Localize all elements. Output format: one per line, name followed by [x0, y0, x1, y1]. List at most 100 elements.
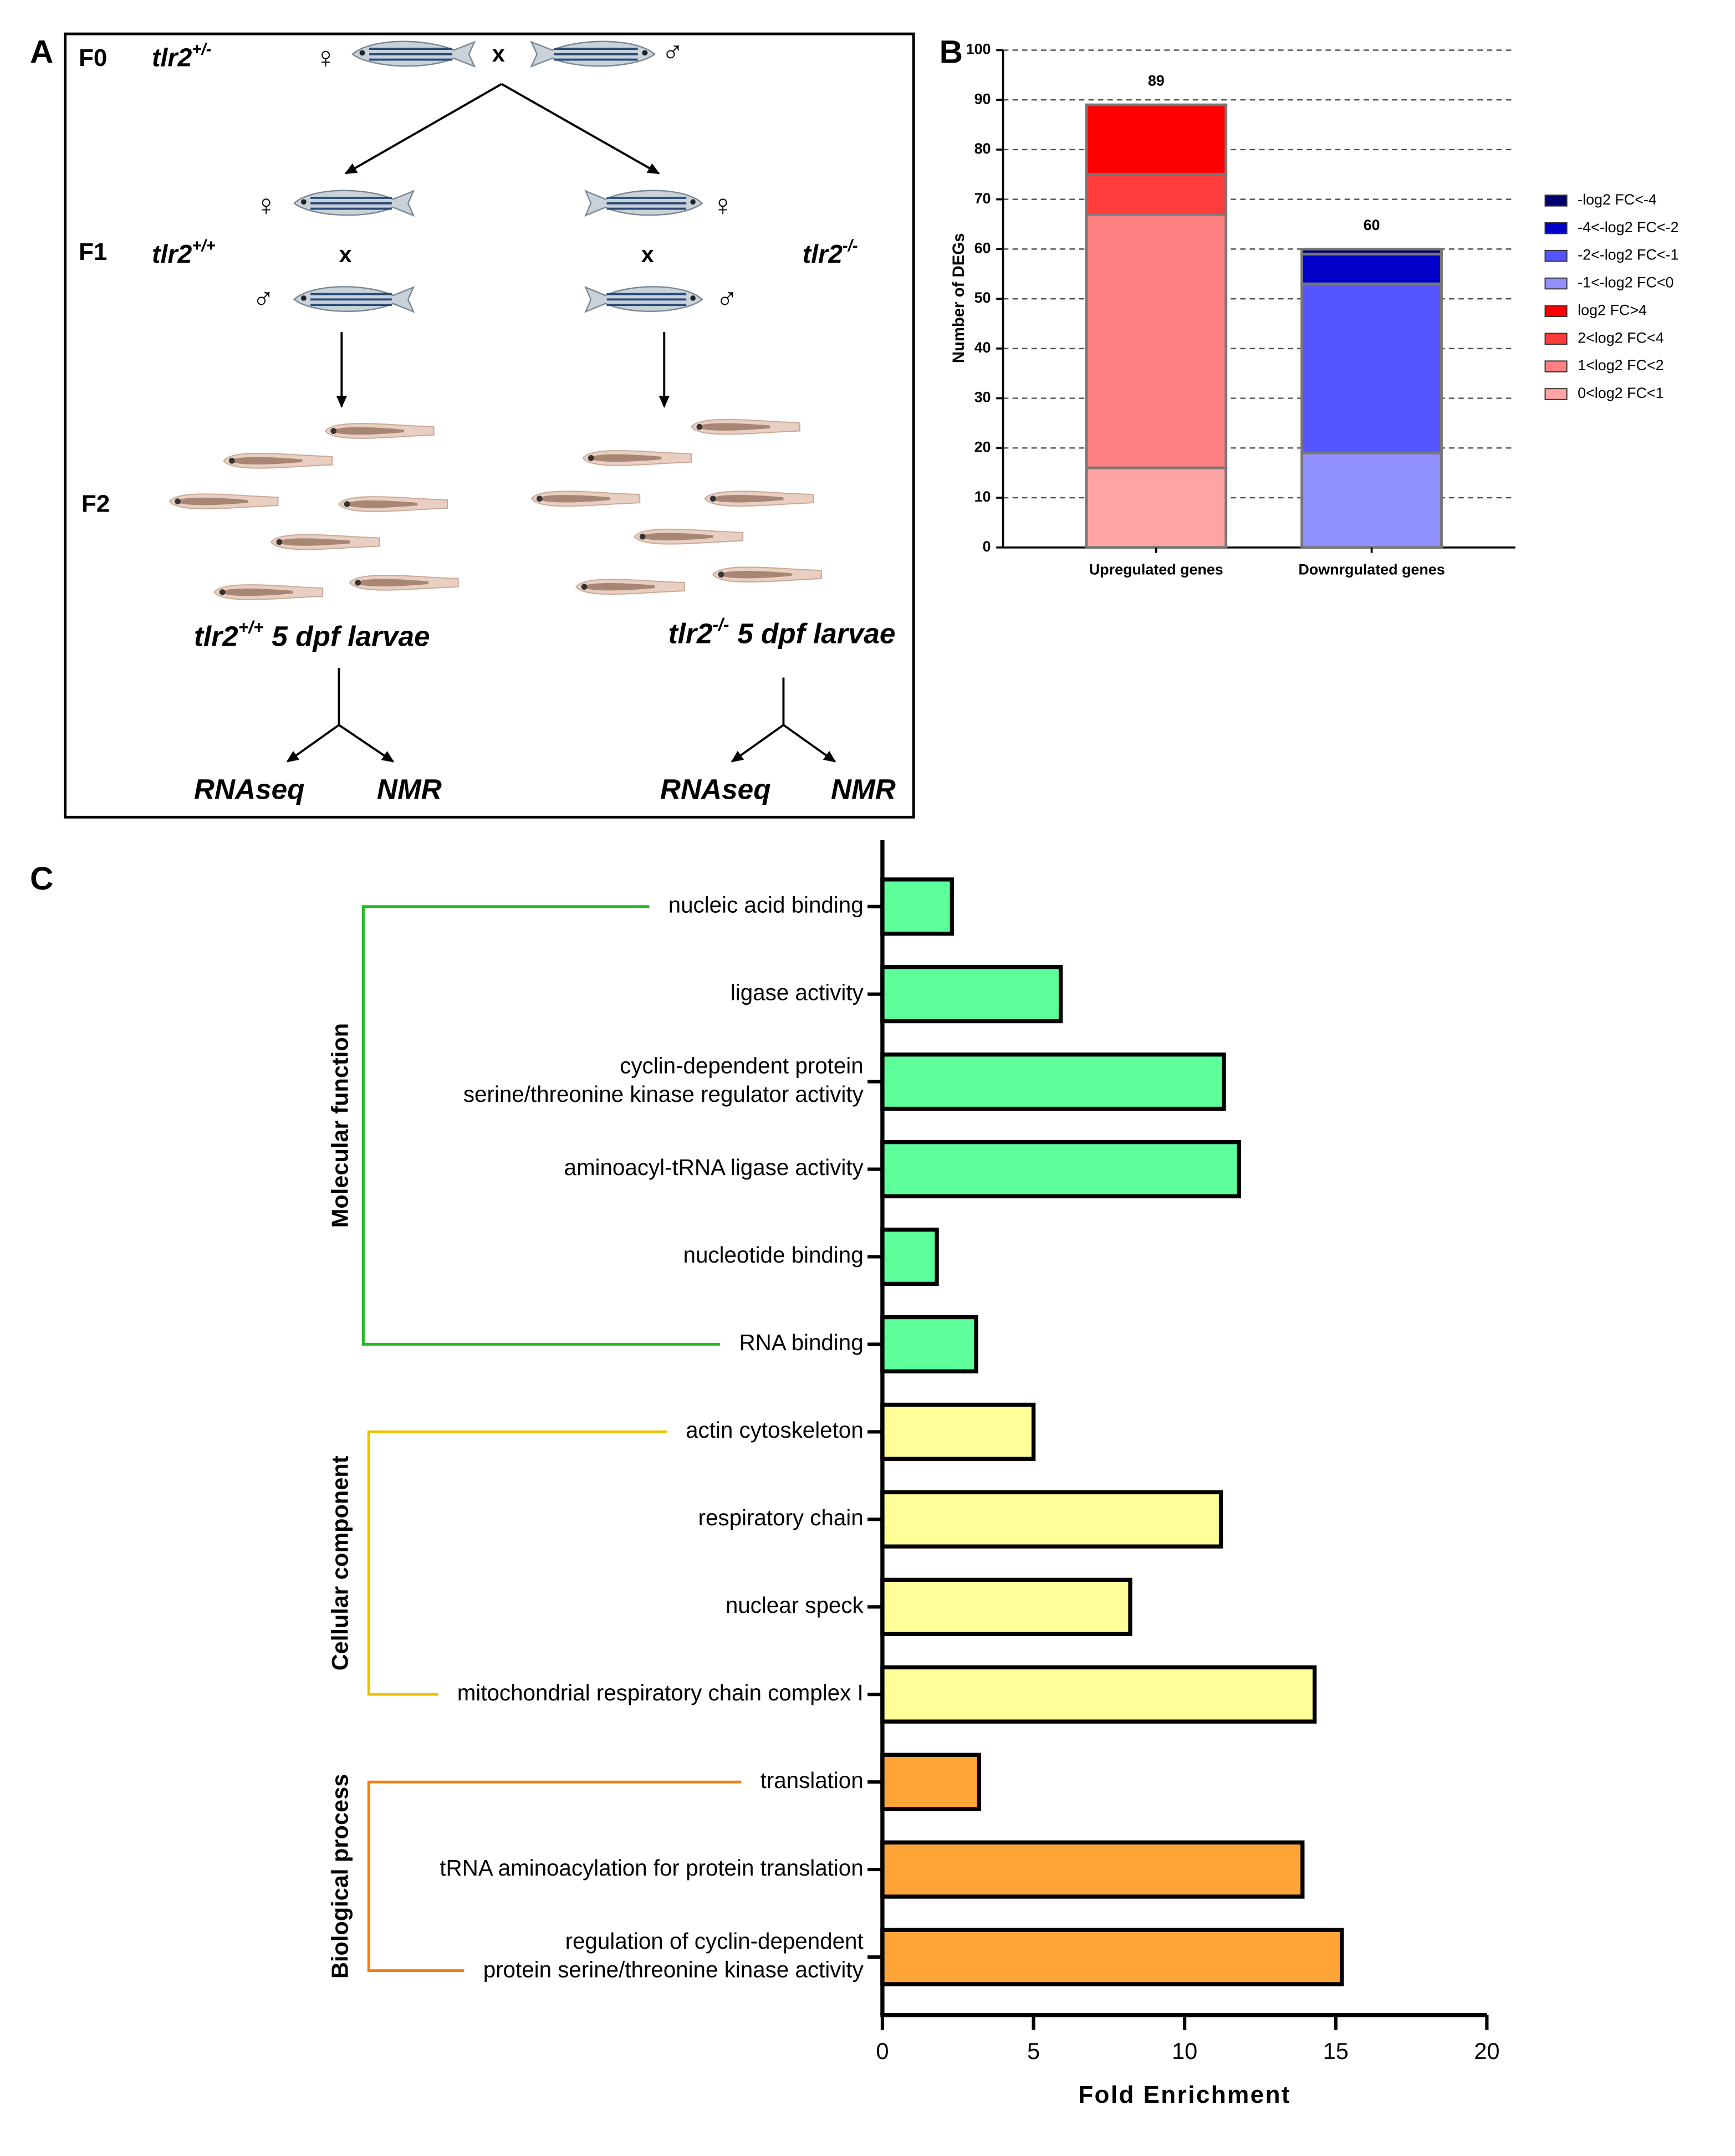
- larva-gut: [718, 570, 792, 579]
- generation-label: F2: [81, 491, 110, 518]
- larva: [690, 418, 800, 435]
- category-label: serine/threonine kinase regulator activi…: [463, 1081, 864, 1107]
- larva-gut: [355, 579, 428, 587]
- arrow: [783, 724, 836, 763]
- total-label: 89: [1148, 73, 1165, 89]
- allele: +/-: [192, 40, 211, 58]
- legend-label: -2<-log2 FC<-1: [1578, 247, 1678, 263]
- category-label: regulation of cyclin-dependent: [565, 1928, 864, 1954]
- cross: x: [641, 241, 654, 267]
- larva-gut: [537, 495, 610, 503]
- larva: [338, 496, 448, 512]
- group-label: Molecular function: [326, 1023, 353, 1228]
- legend-label: -1<-log2 FC<0: [1578, 274, 1673, 291]
- fish-eye: [300, 199, 307, 205]
- larva-gut: [175, 497, 248, 505]
- sex-symbol: ♂: [661, 35, 683, 69]
- group-label: Biological process: [326, 1774, 353, 1979]
- larva-eye: [330, 428, 337, 434]
- larva-eye: [718, 571, 724, 578]
- group-bracket: [367, 1430, 667, 1696]
- category-label: mitochondrial respiratory chain complex …: [457, 1680, 864, 1705]
- larva-eye: [639, 533, 646, 540]
- fish-eye: [359, 50, 365, 56]
- x-tick-label: Upregulated genes: [1089, 561, 1223, 578]
- legend-swatch: [1544, 333, 1568, 345]
- y-tick-label: 100: [966, 41, 991, 58]
- legend-swatch: [1544, 277, 1568, 290]
- y-tick-label: 0: [983, 538, 991, 555]
- allele: +/+: [192, 237, 215, 255]
- y-tick-label: 50: [974, 289, 991, 306]
- larva: [704, 491, 814, 507]
- panel-label: B: [940, 34, 963, 70]
- group-bracket: [367, 1780, 742, 1972]
- larva: [575, 579, 685, 595]
- bar: [880, 1315, 978, 1374]
- bar: [880, 1753, 982, 1811]
- bar-segment: [1300, 252, 1443, 285]
- bar: [880, 1665, 1317, 1724]
- gene: tlr2: [194, 620, 238, 652]
- bar: [880, 1140, 1241, 1199]
- arrow: [501, 83, 660, 175]
- legend-swatch: [1544, 305, 1568, 318]
- group-bracket: [362, 905, 721, 1346]
- generation-label: F1: [79, 238, 107, 265]
- larva-eye: [344, 501, 350, 507]
- bar: [880, 1577, 1132, 1636]
- gene: tlr2: [803, 239, 843, 268]
- bar-segment: [1085, 103, 1228, 176]
- larva-eye: [710, 495, 716, 502]
- adult-fish: [584, 190, 703, 217]
- category-label: RNA binding: [739, 1330, 863, 1355]
- larva-eye: [219, 589, 226, 595]
- category-label: nuclear speck: [726, 1592, 864, 1618]
- larva: [634, 528, 744, 545]
- allele: -/-: [712, 615, 729, 635]
- fish-eye: [690, 295, 696, 301]
- x-tick-label: 10: [1172, 2038, 1197, 2064]
- bar-segment: [1085, 213, 1228, 469]
- larva-gut: [640, 533, 713, 540]
- fish-eye: [690, 199, 696, 205]
- larva: [712, 566, 822, 583]
- larva-eye: [696, 423, 703, 430]
- x-tick-label: 15: [1323, 2038, 1349, 2064]
- sex-symbol: ♀: [314, 41, 336, 74]
- x-tick-label: 0: [876, 2038, 889, 2064]
- legend-swatch: [1544, 388, 1568, 400]
- larva-gut: [229, 457, 303, 465]
- gene: tlr2: [152, 43, 192, 72]
- larva-gut: [696, 423, 770, 431]
- y-tick-label: 40: [974, 339, 991, 356]
- adult-fish: [351, 40, 476, 68]
- y-tick-label: 90: [974, 90, 991, 107]
- adult-fish: [584, 286, 703, 313]
- fish-eye: [642, 50, 648, 56]
- category-label: actin cytoskeleton: [686, 1417, 864, 1443]
- y-tick-label: 20: [974, 438, 991, 455]
- larva-gut: [330, 427, 404, 435]
- bar: [880, 1840, 1305, 1899]
- sex-symbol: ♀: [712, 188, 734, 222]
- bar: [880, 877, 954, 936]
- legend-swatch: [1544, 195, 1568, 207]
- adult-fish: [293, 190, 415, 217]
- larvae: 5 dpf larvae: [737, 617, 895, 649]
- bar: [880, 1227, 939, 1286]
- bar: [880, 1053, 1226, 1111]
- bar: [880, 1490, 1223, 1549]
- y-tick-label: 70: [974, 190, 991, 207]
- larva-eye: [276, 539, 283, 545]
- adult-fish: [293, 286, 415, 313]
- larva-gut: [710, 495, 784, 503]
- larvae: 5 dpf larvae: [272, 620, 430, 652]
- larva-eye: [581, 584, 588, 590]
- cross: x: [339, 241, 351, 267]
- genotype: tlr2-/-: [803, 237, 858, 269]
- bar-segment: [1085, 173, 1228, 216]
- category-label: nucleotide binding: [683, 1242, 864, 1268]
- generation-label: F0: [79, 44, 107, 71]
